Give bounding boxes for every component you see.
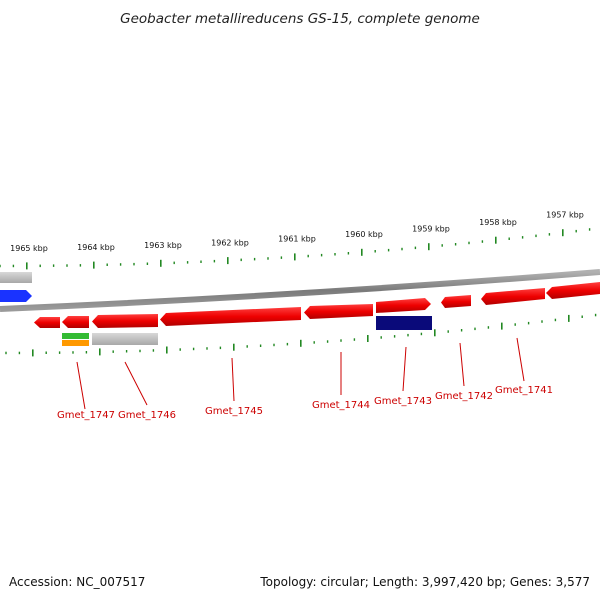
gene-label-gmet-1746[interactable]: Gmet_1746 [118, 410, 176, 421]
grey-feature [92, 333, 158, 345]
ruler-label: 1964 kbp [77, 243, 115, 252]
leader-gmet-1741 [516, 337, 525, 382]
partial-grey-feature-left [0, 272, 32, 283]
green-feature [62, 333, 89, 339]
gene-arrow-gmet-1747[interactable] [34, 317, 60, 328]
gene-arrow-gmet-1745[interactable] [92, 314, 158, 328]
gene-arrow-gmet-1742[interactable] [376, 298, 431, 313]
leader-gmet-1743 [402, 346, 407, 392]
gene-labels: Gmet_1747 Gmet_1746 Gmet_1745 Gmet_1744 … [57, 337, 553, 421]
ruler-label: 1959 kbp [412, 225, 450, 234]
accession-text: Accession: NC_007517 [9, 575, 145, 589]
gene-label-gmet-1744[interactable]: Gmet_1744 [312, 400, 370, 411]
partial-blue-feature-left [0, 290, 32, 302]
leader-gmet-1745 [231, 357, 235, 402]
gene-label-gmet-1741[interactable]: Gmet_1741 [495, 385, 553, 396]
ruler-label: 1960 kbp [345, 230, 383, 239]
ruler-label: 1962 kbp [211, 238, 249, 247]
gene-label-gmet-1747[interactable]: Gmet_1747 [57, 410, 115, 421]
orange-feature [62, 340, 89, 346]
map-title: Geobacter metallireducens GS-15, complet… [120, 11, 480, 27]
ruler-label: 1958 kbp [479, 218, 517, 227]
leader-gmet-1746 [124, 361, 148, 406]
gene-label-gmet-1742[interactable]: Gmet_1742 [435, 391, 493, 402]
ruler-labels: 1965 kbp 1964 kbp 1963 kbp 1962 kbp 1961 kbp… [10, 211, 584, 253]
gene-arrow-gmet-1744[interactable] [160, 307, 301, 326]
genome-summary-text: Topology: circular; Length: 3,997,420 bp… [259, 575, 590, 589]
gene-label-gmet-1743[interactable]: Gmet_1743 [374, 396, 432, 407]
gene-label-gmet-1745[interactable]: Gmet_1745 [205, 406, 263, 417]
leader-gmet-1747 [76, 361, 86, 410]
leader-gmet-1742 [459, 342, 465, 387]
inner-tick-ruler [5, 313, 597, 357]
gene-arrow-next[interactable] [481, 288, 545, 305]
genome-backbone [0, 269, 600, 312]
ruler-label: 1965 kbp [10, 244, 48, 253]
gene-arrow-gmet-1746[interactable] [62, 316, 89, 328]
gene-track [34, 282, 600, 328]
ruler-label: 1963 kbp [144, 241, 182, 250]
gene-arrow-partial-right [546, 282, 600, 299]
ruler-label: 1961 kbp [278, 235, 316, 244]
gene-arrow-gmet-1741[interactable] [441, 295, 471, 308]
ruler-label: 1957 kbp [546, 211, 584, 220]
outer-tick-ruler [0, 228, 591, 270]
navy-feature [376, 316, 432, 330]
gene-arrow-gmet-1743[interactable] [304, 304, 373, 319]
